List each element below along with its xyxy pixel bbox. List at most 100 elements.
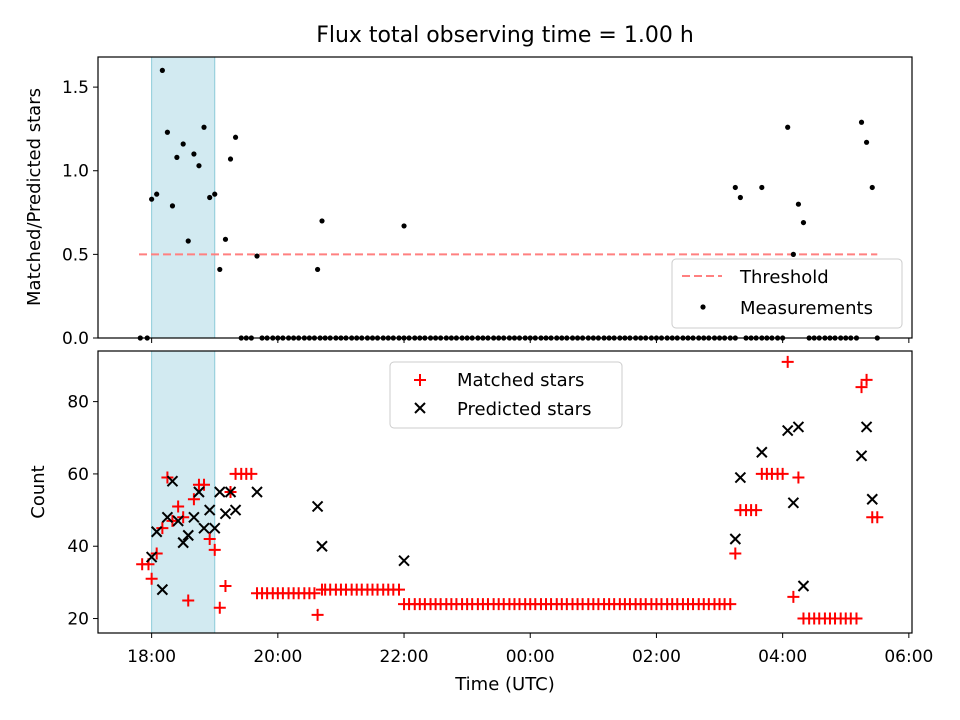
top-y-tick-label: 1.0 — [62, 162, 89, 182]
predicted-star-marker — [311, 500, 324, 513]
measurement-point — [790, 251, 796, 257]
top-y-axis: 0.0 0.5 1.0 1.5 — [62, 78, 98, 349]
predicted-star-marker — [161, 511, 174, 524]
predicted-star-marker — [781, 424, 794, 437]
measurement-point — [401, 223, 407, 229]
x-tick-label: 18:00 — [127, 647, 176, 667]
matched-star-marker — [166, 514, 179, 527]
measurement-point — [217, 266, 223, 273]
bottom-y-tick-label: 40 — [67, 537, 89, 557]
measurement-point — [196, 163, 202, 169]
measurement-point — [800, 219, 807, 226]
measurement-point — [227, 156, 234, 162]
top-y-axis-label: Matched/Predicted stars — [24, 88, 45, 306]
matched-star-marker — [729, 547, 742, 560]
predicted-star-marker — [209, 522, 221, 534]
matched-star-marker — [145, 572, 158, 585]
x-tick-label: 06:00 — [884, 647, 933, 667]
bottom-panel: 20 40 60 80 18:00 20:00 22:00 00:00 02:00 04:00 0… — [28, 350, 933, 695]
legend-matched-swatch — [414, 374, 426, 386]
top-highlight-span — [151, 56, 216, 339]
matched-points — [136, 355, 884, 625]
matched-star-marker — [182, 594, 195, 607]
matched-star-marker — [208, 543, 221, 556]
bottom-y-axis-label: Count — [28, 465, 49, 518]
measurement-point — [201, 124, 207, 130]
matched-star-marker — [871, 511, 884, 524]
bottom-y-tick-label: 60 — [67, 465, 89, 485]
measurement-point — [207, 194, 213, 201]
predicted-star-marker — [797, 580, 810, 592]
predicted-star-marker — [182, 529, 194, 542]
top-y-tick-label: 0.0 — [62, 329, 89, 349]
predicted-star-marker — [729, 533, 742, 545]
matched-star-marker — [308, 587, 321, 600]
predicted-star-marker — [150, 526, 163, 538]
x-tick-label: 02:00 — [632, 647, 681, 667]
measurement-point — [180, 141, 186, 147]
measurement-point — [169, 203, 176, 209]
top-y-tick-label: 0.5 — [62, 245, 89, 265]
matched-star-marker — [161, 471, 174, 484]
legend-predicted-label: Predicted stars — [457, 399, 591, 420]
predicted-star-marker — [219, 507, 232, 520]
bottom-legend: Matched stars Predicted stars — [389, 361, 623, 429]
predicted-star-marker — [166, 475, 179, 487]
predicted-points — [145, 421, 878, 596]
predicted-star-marker — [855, 450, 868, 462]
x-tick-label: 20:00 — [253, 647, 302, 667]
measurement-point — [154, 191, 160, 197]
measurement-point — [232, 134, 239, 140]
bottom-y-tick-label: 80 — [67, 393, 89, 413]
measurement-point — [185, 238, 191, 244]
legend-measurement-swatch — [700, 304, 706, 310]
matched-star-marker — [792, 471, 805, 484]
matched-star-marker — [172, 500, 185, 513]
measurement-point — [863, 139, 870, 145]
predicted-star-marker — [734, 471, 747, 484]
measurement-point — [858, 119, 865, 125]
matched-star-marker — [245, 467, 258, 480]
predicted-star-marker — [316, 540, 328, 552]
measurement-point — [254, 253, 260, 259]
predicted-star-marker — [224, 486, 237, 498]
matched-star-marker — [860, 373, 873, 386]
matched-star-marker — [198, 478, 211, 491]
measurement-point — [732, 184, 738, 191]
matched-star-marker — [187, 493, 200, 506]
predicted-star-marker — [203, 504, 216, 516]
predicted-star-marker — [229, 504, 242, 516]
predicted-star-marker — [188, 511, 200, 524]
x-axis-label: Time (UTC) — [454, 674, 555, 695]
measurement-point — [785, 124, 791, 130]
x-tick-label: 04:00 — [758, 647, 807, 667]
matched-star-marker — [150, 547, 163, 560]
measurement-point — [191, 151, 197, 157]
matched-star-marker — [392, 583, 405, 596]
bottom-legend-box — [389, 361, 623, 429]
predicted-star-marker — [145, 551, 158, 563]
matched-star-marker — [787, 590, 800, 603]
predicted-star-marker — [792, 421, 805, 433]
matched-star-marker — [219, 580, 232, 592]
legend-matched-label: Matched stars — [457, 370, 584, 391]
matched-star-marker — [203, 533, 216, 545]
chart-title: Flux total observing time = 1.00 h — [316, 23, 694, 48]
predicted-star-marker — [177, 536, 189, 549]
predicted-star-marker — [251, 486, 263, 498]
measurement-point — [159, 67, 165, 73]
measurement-point — [164, 129, 171, 135]
matched-star-marker — [776, 467, 789, 480]
predicted-star-marker — [860, 421, 873, 433]
bottom-plot-frame — [97, 350, 913, 634]
predicted-star-marker — [787, 497, 800, 509]
matched-star-marker — [781, 355, 794, 368]
top-y-tick-label: 1.5 — [62, 78, 89, 98]
legend-threshold-label: Threshold — [739, 267, 829, 288]
legend-measurement-label: Measurements — [740, 298, 873, 319]
bottom-y-tick-label: 20 — [67, 610, 89, 630]
matched-star-marker — [177, 511, 190, 524]
measurement-point — [149, 196, 155, 202]
x-tick-label: 00:00 — [506, 647, 555, 667]
